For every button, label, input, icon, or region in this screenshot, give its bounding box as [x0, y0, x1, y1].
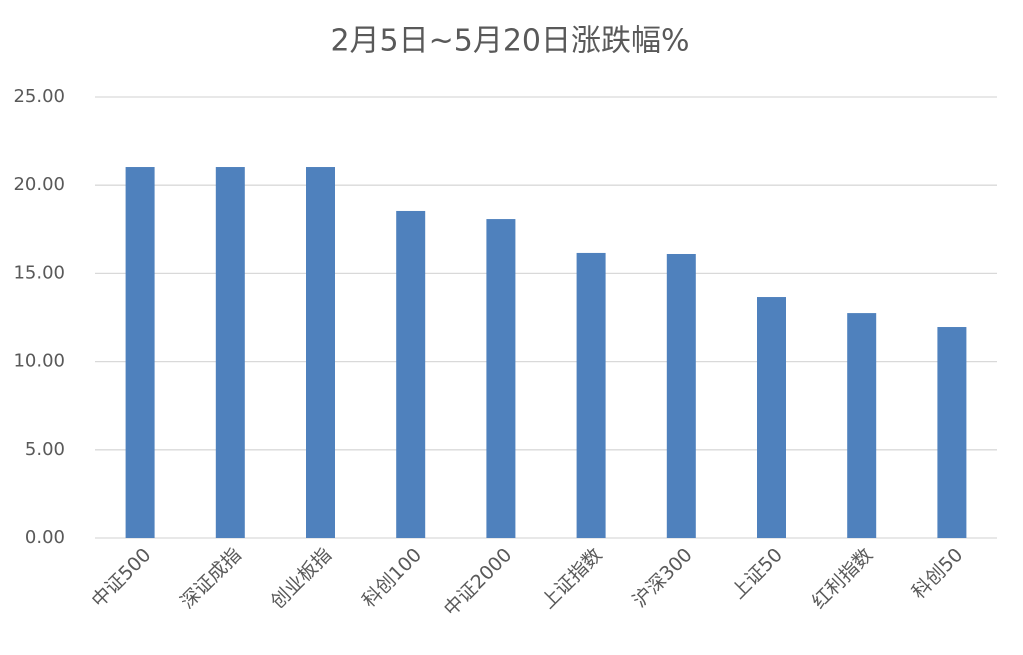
x-tick-label: 科创50	[908, 544, 968, 604]
x-tick-label: 创业板指	[267, 544, 336, 613]
bar	[306, 167, 335, 538]
y-tick-label: 20.00	[13, 174, 65, 195]
bar	[125, 167, 155, 538]
x-tick-label: 科创100	[358, 544, 426, 612]
x-tick-label: 沪深300	[629, 544, 697, 612]
x-tick-label: 中证2000	[440, 544, 517, 621]
bar	[576, 252, 606, 538]
bar	[847, 313, 877, 538]
x-tick-label: 红利指数	[808, 544, 877, 613]
y-tick-label: 5.00	[25, 439, 65, 460]
bar	[396, 210, 426, 538]
bar	[666, 253, 696, 538]
y-tick-label: 25.00	[13, 86, 65, 107]
bar	[486, 219, 516, 539]
y-tick-label: 15.00	[13, 262, 65, 283]
bar	[215, 167, 245, 538]
bar	[757, 297, 786, 538]
x-tick-label: 中证500	[87, 544, 155, 612]
y-tick-label: 0.00	[25, 527, 65, 548]
y-tick-label: 10.00	[13, 351, 65, 372]
x-tick-label: 上证指数	[537, 544, 606, 613]
x-tick-label: 上证50	[727, 544, 787, 604]
chart-title: 2月5日~5月20日涨跌幅%	[330, 24, 689, 59]
x-tick-label: 深证成指	[176, 544, 245, 613]
bar	[937, 327, 967, 538]
